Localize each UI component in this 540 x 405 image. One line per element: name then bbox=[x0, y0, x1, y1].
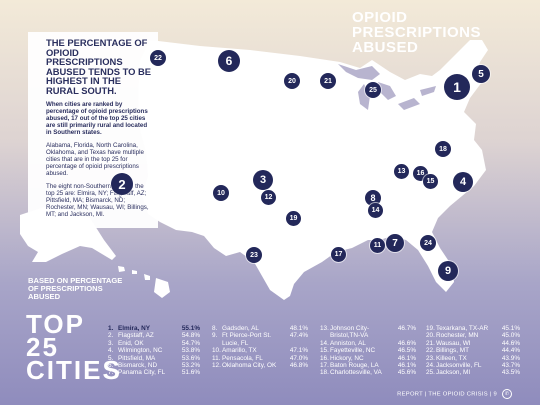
marker-7[interactable]: 7 bbox=[386, 234, 404, 252]
contiguous-us-shape bbox=[138, 40, 488, 300]
city-list-col-1: 1. Elmira, NY 55.1% 2. Flagstaff, AZ 54.8% 3… bbox=[108, 325, 200, 377]
city-row: 5. Pittsfield, MA 53.6% bbox=[108, 354, 200, 362]
city-list-col-2: 8. Gadsden, AL 48.1% 9. Ft Pierce-Port St. … bbox=[212, 325, 308, 369]
city-row: 4. Wilmington, NC 53.8% bbox=[108, 347, 200, 355]
city-row: 12. Oklahoma City, OK 46.8% bbox=[212, 362, 308, 370]
info-lead: When cities are ranked by percentage of … bbox=[46, 100, 148, 137]
city-row: 11. Pensacola, FL 47.0% bbox=[212, 354, 308, 362]
city-row: 1. Elmira, NY 55.1% bbox=[108, 325, 200, 332]
city-list-col-4: 19. Texarkana, TX-AR 45.1% 20. Rochester, M… bbox=[426, 325, 520, 377]
hawaii-shape bbox=[118, 266, 170, 298]
info-panel: THE PERCENTAGE OF OPIOID PRESCRIPTIONS A… bbox=[28, 32, 158, 228]
city-row: 17. Baton Rouge, LA 46.1% bbox=[320, 362, 416, 370]
marker-14[interactable]: 14 bbox=[368, 203, 383, 218]
marker-1[interactable]: 1 bbox=[444, 74, 470, 100]
marker-4[interactable]: 4 bbox=[453, 172, 473, 192]
city-row: 24. Jacksonville, FL 43.7% bbox=[426, 362, 520, 370]
marker-10[interactable]: 10 bbox=[213, 185, 229, 201]
city-row: 2. Flagstaff, AZ 54.8% bbox=[108, 332, 200, 340]
marker-23[interactable]: 23 bbox=[246, 247, 262, 263]
marker-6[interactable]: 6 bbox=[218, 50, 240, 72]
city-row: 7. Panama City, FL 51.6% bbox=[108, 369, 200, 377]
marker-13[interactable]: 13 bbox=[394, 164, 409, 179]
city-row: 15. Fayetteville, NC 46.5% bbox=[320, 347, 416, 355]
city-row: 3. Enid, OK 54.7% bbox=[108, 339, 200, 347]
marker-17[interactable]: 17 bbox=[331, 247, 346, 262]
great-lakes bbox=[338, 64, 436, 110]
marker-3[interactable]: 3 bbox=[253, 170, 273, 190]
city-row: 18. Charlottesville, VA 45.6% bbox=[320, 369, 416, 377]
marker-5[interactable]: 5 bbox=[472, 65, 490, 83]
marker-21[interactable]: 21 bbox=[320, 73, 336, 89]
marker-25[interactable]: 25 bbox=[365, 82, 381, 98]
city-row: 25. Jackson, MI 43.5% bbox=[426, 369, 520, 377]
marker-2[interactable]: 2 bbox=[111, 173, 133, 195]
marker-12[interactable]: 12 bbox=[261, 190, 276, 205]
info-paragraph-3: The eight non-Southern cities in the top… bbox=[46, 182, 149, 219]
city-row: 8. Gadsden, AL 48.1% bbox=[212, 325, 308, 332]
marker-18[interactable]: 18 bbox=[435, 141, 451, 157]
marker-9[interactable]: 9 bbox=[438, 261, 458, 281]
marker-24[interactable]: 24 bbox=[420, 235, 436, 251]
marker-22[interactable]: 22 bbox=[150, 50, 166, 66]
marker-15[interactable]: 15 bbox=[423, 174, 438, 189]
footer-text: REPORT | THE OPIOID CRISIS | 9 bbox=[397, 391, 498, 398]
city-row: 10. Amarillo, TX 47.1% bbox=[212, 347, 308, 355]
city-row: 23. Killeen, TX 43.9% bbox=[426, 354, 520, 362]
top-25-title-line-1: TOP bbox=[26, 309, 85, 339]
top-25-title: TOP 25 CITIES bbox=[26, 309, 122, 385]
city-row: 14. Anniston, AL 46.6% bbox=[320, 339, 416, 347]
info-heading: THE PERCENTAGE OF OPIOID PRESCRIPTIONS A… bbox=[46, 37, 152, 96]
info-paragraph-2: Alabama, Florida, North Carolina, Oklaho… bbox=[46, 141, 144, 178]
page-title: OPIOID PRESCRIPTIONS ABUSED bbox=[352, 9, 482, 56]
city-list-col-3: 13. Johnson City-Bristol,TN-VA 46.7% 14. An… bbox=[320, 325, 416, 377]
page-footer: REPORT | THE OPIOID CRISIS | 9 ✆ bbox=[397, 389, 512, 399]
marker-19[interactable]: 19 bbox=[286, 211, 301, 226]
marker-8[interactable]: 8 bbox=[365, 190, 381, 206]
list-subheading: BASED ON PERCENTAGE OF PRESCRIPTIONS ABU… bbox=[28, 276, 123, 301]
city-row: 9. Ft Pierce-Port St. Lucie, FL 47.4% bbox=[212, 332, 308, 347]
city-row: 13. Johnson City-Bristol,TN-VA 46.7% bbox=[320, 325, 416, 340]
phone-icon: ✆ bbox=[502, 389, 512, 399]
marker-11[interactable]: 11 bbox=[370, 238, 385, 253]
city-row: 6. Bismarck, ND 53.2% bbox=[108, 362, 200, 370]
city-row: 16. Hickory, NC 46.1% bbox=[320, 354, 416, 362]
marker-20[interactable]: 20 bbox=[284, 73, 300, 89]
city-row: 19. Texarkana, TX-AR 45.1% bbox=[426, 325, 520, 332]
top-25-title-line-3: CITIES bbox=[26, 355, 122, 385]
city-row: 21. Wausau, WI 44.6% bbox=[426, 339, 520, 347]
city-row: 20. Rochester, MN 45.0% bbox=[426, 332, 520, 340]
top-25-title-line-2: 25 bbox=[26, 332, 59, 362]
city-row: 22. Billings, MT 44.4% bbox=[426, 347, 520, 355]
